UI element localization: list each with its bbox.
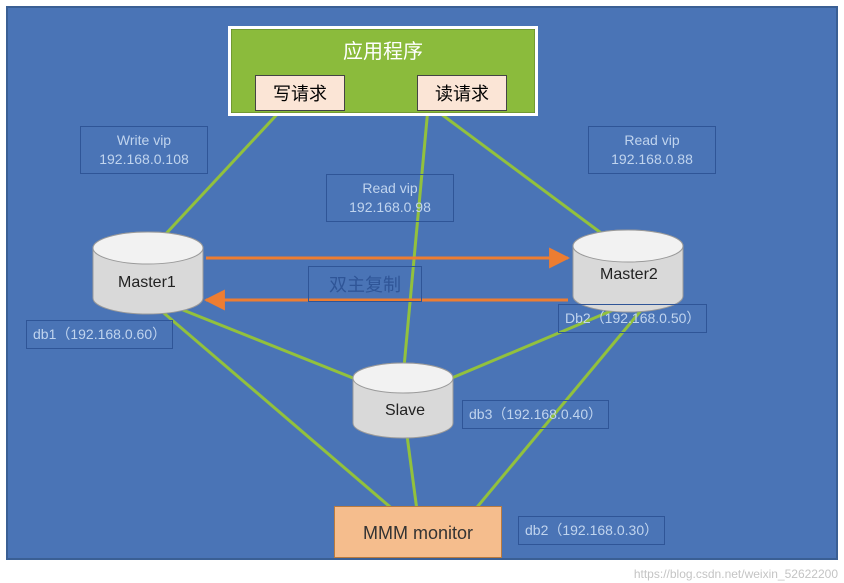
write-vip-ip: 192.168.0.108 xyxy=(99,151,189,167)
master2-label: Master2 xyxy=(600,266,658,284)
monitor-info: db2（192.168.0.30） xyxy=(518,516,665,545)
watermark: https://blog.csdn.net/weixin_52622200 xyxy=(634,567,838,581)
app-title: 应用程序 xyxy=(231,29,535,64)
read-vip1-label: Read vip xyxy=(362,180,417,196)
master1-label: Master1 xyxy=(118,274,176,292)
write-vip-label: Write vip xyxy=(117,132,171,148)
read-vip2-ip: 192.168.0.88 xyxy=(611,151,693,167)
slave-info: db3（192.168.0.40） xyxy=(462,400,609,429)
master1-cylinder xyxy=(93,232,203,314)
master1-info: db1（192.168.0.60） xyxy=(26,320,173,349)
read-vip2-label: Read vip xyxy=(624,132,679,148)
replication-label: 双主复制 xyxy=(308,266,422,302)
slave-label: Slave xyxy=(385,402,425,420)
read-vip2-box: Read vip 192.168.0.88 xyxy=(588,126,716,174)
write-vip-box: Write vip 192.168.0.108 xyxy=(80,126,208,174)
diagram-canvas: 应用程序 写请求 读请求 Write vip 192.168.0.108 Rea… xyxy=(6,6,838,560)
mmm-monitor: MMM monitor xyxy=(334,506,502,558)
read-request: 读请求 xyxy=(417,75,507,111)
write-request: 写请求 xyxy=(255,75,345,111)
read-vip1-ip: 192.168.0.98 xyxy=(349,199,431,215)
app-box: 应用程序 写请求 读请求 xyxy=(228,26,538,116)
slave-cylinder xyxy=(353,363,453,438)
read-vip1-box: Read vip 192.168.0.98 xyxy=(326,174,454,222)
master2-info: Db2（192.168.0.50） xyxy=(558,304,707,333)
